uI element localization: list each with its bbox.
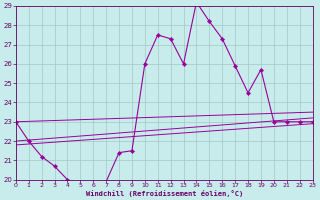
X-axis label: Windchill (Refroidissement éolien,°C): Windchill (Refroidissement éolien,°C): [85, 190, 243, 197]
